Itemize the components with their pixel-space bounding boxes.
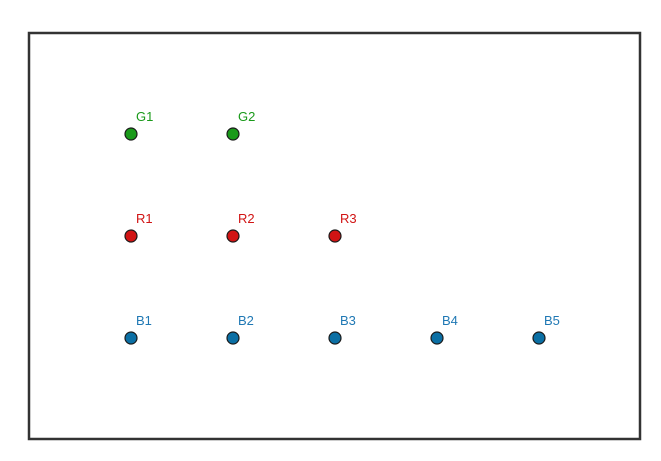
point-r3 — [328, 229, 342, 243]
point-label-b2: B2 — [238, 313, 254, 328]
point-label-b4: B4 — [442, 313, 458, 328]
red-group: R1 R2 R3 — [124, 211, 357, 243]
point-b3 — [328, 331, 342, 345]
point-label-b1: B1 — [136, 313, 152, 328]
point-label-g2: G2 — [238, 109, 255, 124]
green-group: G1 G2 — [124, 109, 255, 141]
point-g1 — [124, 127, 138, 141]
point-r1 — [124, 229, 138, 243]
point-r2 — [226, 229, 240, 243]
blue-group: B1 B2 B3 B4 B5 — [124, 313, 560, 345]
point-label-b3: B3 — [340, 313, 356, 328]
points-layer: G1 G2 R1 R2 R3 B1 B2 B3 B4 B5 — [124, 109, 560, 345]
point-b5 — [532, 331, 546, 345]
point-label-b5: B5 — [544, 313, 560, 328]
point-b4 — [430, 331, 444, 345]
point-label-r3: R3 — [340, 211, 357, 226]
point-b2 — [226, 331, 240, 345]
point-label-r2: R2 — [238, 211, 255, 226]
point-b1 — [124, 331, 138, 345]
point-g2 — [226, 127, 240, 141]
diagram-frame — [27, 31, 642, 441]
point-label-g1: G1 — [136, 109, 153, 124]
point-label-r1: R1 — [136, 211, 153, 226]
